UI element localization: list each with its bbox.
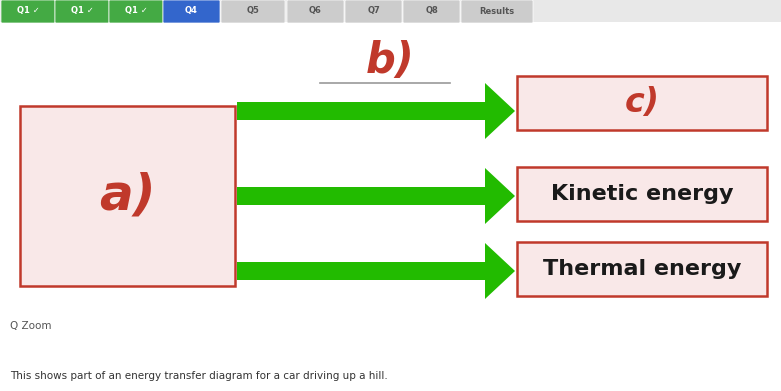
Text: Q5: Q5 [247, 7, 259, 16]
FancyBboxPatch shape [287, 0, 344, 23]
Text: Q1 ✓: Q1 ✓ [16, 7, 39, 16]
FancyBboxPatch shape [1, 0, 55, 23]
Polygon shape [485, 168, 515, 224]
FancyBboxPatch shape [345, 0, 402, 23]
Text: b): b) [366, 40, 415, 82]
Text: Q7: Q7 [367, 7, 380, 16]
FancyBboxPatch shape [163, 0, 220, 23]
FancyBboxPatch shape [517, 167, 767, 221]
FancyBboxPatch shape [403, 0, 460, 23]
FancyBboxPatch shape [20, 106, 235, 286]
Polygon shape [485, 243, 515, 299]
Bar [237, 262, 485, 280]
Text: Q1 ✓: Q1 ✓ [125, 7, 148, 16]
Text: Thermal energy: Thermal energy [543, 259, 741, 279]
Text: Q1 ✓: Q1 ✓ [70, 7, 94, 16]
Text: Results: Results [480, 7, 515, 16]
Text: a): a) [99, 172, 156, 220]
FancyBboxPatch shape [517, 242, 767, 296]
Text: Q8: Q8 [425, 7, 438, 16]
Text: Q6: Q6 [309, 7, 322, 16]
Polygon shape [485, 83, 515, 139]
Bar [237, 187, 485, 205]
Text: Q Zoom: Q Zoom [10, 321, 52, 331]
Text: This shows part of an energy transfer diagram for a car driving up a hill.: This shows part of an energy transfer di… [10, 371, 387, 381]
FancyBboxPatch shape [55, 0, 109, 23]
Bar [237, 102, 485, 120]
FancyBboxPatch shape [517, 76, 767, 130]
Text: Q4: Q4 [185, 7, 198, 16]
Text: Kinetic energy: Kinetic energy [551, 184, 733, 204]
FancyBboxPatch shape [461, 0, 533, 23]
FancyBboxPatch shape [109, 0, 163, 23]
FancyBboxPatch shape [221, 0, 285, 23]
Text: c): c) [625, 86, 659, 120]
